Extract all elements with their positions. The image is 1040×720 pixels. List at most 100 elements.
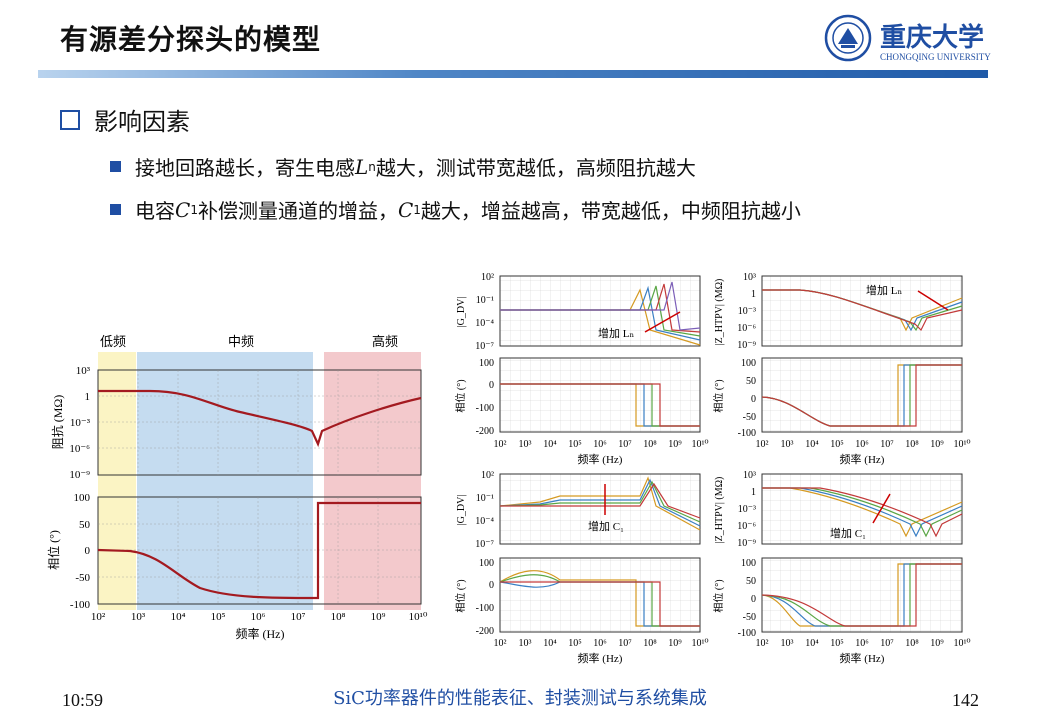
- svg-text:10²: 10²: [756, 439, 769, 450]
- square-bullet-icon: [110, 161, 121, 172]
- annot-ln-1: 增加 Lₙ: [598, 326, 634, 340]
- svg-text:10⁵: 10⁵: [568, 638, 582, 649]
- svg-text:频率 (Hz): 频率 (Hz): [578, 452, 623, 466]
- svg-text:|G_DV|: |G_DV|: [456, 495, 467, 526]
- checkbox-bullet-icon: [60, 109, 80, 130]
- svg-text:相位 (°): 相位 (°): [454, 579, 467, 612]
- svg-text:10⁵: 10⁵: [211, 611, 226, 623]
- symbol: L: [355, 154, 369, 179]
- svg-text:10⁻⁴: 10⁻⁴: [475, 318, 494, 329]
- mag-plot-frame: [97, 369, 422, 476]
- university-logo: 重庆大学 CHONGQING UNIVERSITY: [822, 12, 1022, 64]
- svg-text:100: 100: [741, 358, 756, 369]
- svg-text:0: 0: [85, 545, 91, 557]
- annot-c1-1: 增加 C₁: [588, 519, 624, 533]
- impedance-curve: [98, 389, 422, 448]
- page-title: 有源差分探头的模型: [60, 23, 322, 56]
- svg-text:-100: -100: [476, 603, 494, 614]
- svg-text:-50: -50: [743, 612, 756, 623]
- svg-text:10⁻³: 10⁻³: [738, 306, 756, 317]
- svg-text:10⁻⁶: 10⁻⁶: [737, 521, 756, 532]
- svg-text:10⁷: 10⁷: [291, 611, 306, 623]
- footer-title: SiC功率器件的性能表征、封装测试与系统集成: [333, 688, 707, 709]
- svg-text:10⁶: 10⁶: [855, 439, 869, 450]
- bullet-item-2: 电容 C 1 补偿测量通道的增益， C 1 越大，增益越高，带宽越低，中频阻抗越小: [110, 195, 801, 224]
- svg-text:10⁷: 10⁷: [618, 439, 632, 450]
- svg-text:10³: 10³: [781, 439, 794, 450]
- svg-text:10⁻⁶: 10⁻⁶: [69, 443, 90, 455]
- svg-text:10⁷: 10⁷: [880, 638, 894, 649]
- logo-chinese: 重庆大学: [880, 22, 984, 52]
- svg-text:10⁹: 10⁹: [668, 638, 682, 649]
- annot-c1-2: 增加 C₁: [830, 526, 866, 540]
- svg-text:10⁴: 10⁴: [543, 638, 557, 649]
- low-band: [98, 352, 136, 610]
- svg-text:10³: 10³: [743, 470, 756, 481]
- band-label-low: 低频: [100, 334, 126, 349]
- svg-text:10³: 10³: [781, 638, 794, 649]
- band-label-high: 高频: [372, 334, 398, 349]
- svg-text:10¹⁰: 10¹⁰: [953, 638, 970, 649]
- svg-text:10⁻³: 10⁻³: [738, 504, 756, 515]
- svg-text:10⁹: 10⁹: [930, 439, 944, 450]
- svg-text:10³: 10³: [743, 272, 756, 283]
- svg-text:0: 0: [751, 594, 756, 605]
- symbol: C: [175, 197, 191, 222]
- svg-text:10⁸: 10⁸: [905, 439, 919, 450]
- gdv-ln-phase: [499, 357, 701, 433]
- svg-text:10⁻¹: 10⁻¹: [476, 295, 494, 306]
- svg-text:10²: 10²: [481, 470, 494, 481]
- svg-text:10²: 10²: [756, 638, 769, 649]
- svg-text:10¹⁰: 10¹⁰: [691, 439, 708, 450]
- svg-text:|G_DV|: |G_DV|: [456, 297, 467, 328]
- bullet-text: 接地回路越长，寄生电感: [135, 156, 355, 180]
- svg-text:10²: 10²: [494, 439, 507, 450]
- bullet-text: 越大，测试带宽越低，高频阻抗越大: [375, 156, 696, 180]
- mag-ylabel: 阻抗 (MΩ): [50, 395, 65, 450]
- svg-text:10⁻⁹: 10⁻⁹: [737, 340, 756, 351]
- svg-text:频率 (Hz): 频率 (Hz): [840, 651, 885, 665]
- svg-text:10⁴: 10⁴: [805, 439, 819, 450]
- svg-text:10⁹: 10⁹: [668, 439, 682, 450]
- svg-text:100: 100: [741, 558, 756, 569]
- gdv-c1-phase: [499, 557, 701, 633]
- svg-text:10²: 10²: [494, 638, 507, 649]
- high-band: [324, 352, 421, 610]
- bullet-text: 补偿测量通道的增益，: [197, 199, 398, 223]
- svg-text:50: 50: [79, 519, 91, 531]
- svg-text:|Z_HTPV| (MΩ): |Z_HTPV| (MΩ): [714, 477, 725, 544]
- svg-text:10⁶: 10⁶: [251, 611, 266, 623]
- svg-text:10⁻³: 10⁻³: [70, 417, 91, 429]
- svg-text:-100: -100: [738, 428, 756, 439]
- svg-text:频率 (Hz): 频率 (Hz): [578, 651, 623, 665]
- svg-text:10⁻⁶: 10⁻⁶: [737, 323, 756, 334]
- svg-text:10³: 10³: [76, 365, 91, 377]
- svg-text:10⁸: 10⁸: [331, 611, 346, 623]
- symbol-sub: n: [368, 159, 376, 174]
- svg-text:10¹⁰: 10¹⁰: [691, 638, 708, 649]
- svg-text:0: 0: [751, 394, 756, 405]
- svg-text:100: 100: [74, 492, 91, 504]
- page-number: 142: [952, 690, 979, 710]
- bullet-text: 越大，增益越高，带宽越低，中频阻抗越小: [420, 199, 801, 223]
- svg-text:100: 100: [479, 558, 494, 569]
- title-divider: [38, 70, 988, 78]
- svg-text:-50: -50: [743, 412, 756, 423]
- svg-text:50: 50: [746, 376, 756, 387]
- svg-text:频率 (Hz): 频率 (Hz): [840, 452, 885, 466]
- svg-text:1: 1: [85, 391, 91, 403]
- svg-text:10⁻⁴: 10⁻⁴: [475, 516, 494, 527]
- svg-text:10⁵: 10⁵: [568, 439, 582, 450]
- svg-text:-50: -50: [75, 572, 90, 584]
- z-c1-mag: [761, 473, 963, 545]
- svg-text:10¹⁰: 10¹⁰: [953, 439, 970, 450]
- svg-text:10³: 10³: [131, 611, 146, 623]
- z-ln-mag: [761, 275, 963, 347]
- svg-text:-200: -200: [476, 626, 494, 637]
- svg-text:0: 0: [489, 580, 494, 591]
- svg-text:1: 1: [751, 487, 756, 498]
- svg-text:0: 0: [489, 380, 494, 391]
